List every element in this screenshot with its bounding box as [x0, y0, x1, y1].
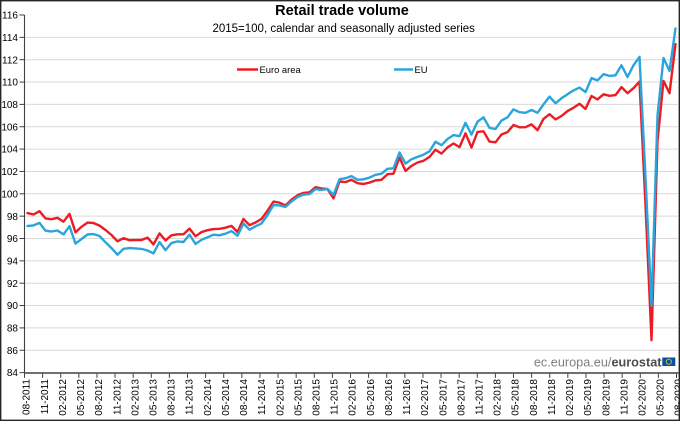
- svg-text:116: 116: [2, 11, 18, 22]
- svg-text:08-2015: 08-2015: [311, 379, 322, 416]
- svg-text:106: 106: [1, 122, 18, 133]
- svg-text:88: 88: [7, 324, 19, 335]
- svg-text:94: 94: [7, 256, 19, 267]
- svg-text:05-2015: 05-2015: [293, 379, 304, 416]
- svg-text:2015=100, calendar and seasona: 2015=100, calendar and seasonally adjust…: [212, 23, 475, 35]
- svg-text:11-2019: 11-2019: [619, 379, 630, 415]
- svg-text:11-2016: 11-2016: [402, 379, 413, 415]
- svg-text:11-2018: 11-2018: [547, 379, 558, 415]
- svg-text:90: 90: [7, 301, 19, 312]
- svg-text:11-2014: 11-2014: [257, 379, 268, 415]
- svg-text:11-2012: 11-2012: [112, 379, 123, 415]
- svg-text:08-2013: 08-2013: [167, 379, 178, 416]
- svg-text:ec.europa.eu/eurostat: ec.europa.eu/eurostat: [534, 355, 662, 369]
- svg-text:92: 92: [7, 279, 19, 290]
- svg-text:05-2018: 05-2018: [511, 379, 522, 416]
- svg-text:11-2017: 11-2017: [474, 379, 485, 415]
- svg-text:86: 86: [7, 346, 19, 357]
- svg-text:08-2019: 08-2019: [601, 379, 612, 416]
- svg-text:11-2013: 11-2013: [185, 379, 196, 415]
- svg-text:102: 102: [1, 167, 18, 178]
- svg-text:08-2012: 08-2012: [94, 379, 105, 416]
- svg-text:05-2013: 05-2013: [148, 379, 159, 416]
- svg-text:112: 112: [2, 55, 18, 66]
- svg-text:08-2011: 08-2011: [22, 379, 33, 415]
- svg-text:08-2017: 08-2017: [456, 379, 467, 416]
- svg-text:05-2016: 05-2016: [366, 379, 377, 416]
- svg-text:Retail trade volume: Retail trade volume: [275, 3, 409, 19]
- svg-text:02-2015: 02-2015: [275, 379, 286, 416]
- svg-text:11-2011: 11-2011: [40, 379, 51, 415]
- svg-text:96: 96: [7, 234, 19, 245]
- svg-text:08-2014: 08-2014: [239, 379, 250, 416]
- svg-text:108: 108: [1, 100, 18, 111]
- svg-text:02-2012: 02-2012: [58, 379, 69, 416]
- svg-text:05-2014: 05-2014: [221, 379, 232, 416]
- svg-text:98: 98: [7, 212, 19, 223]
- svg-text:02-2014: 02-2014: [203, 379, 214, 416]
- svg-text:02-2017: 02-2017: [420, 379, 431, 416]
- svg-text:104: 104: [1, 145, 18, 156]
- svg-text:08-2018: 08-2018: [529, 379, 540, 416]
- svg-text:02-2019: 02-2019: [565, 379, 576, 416]
- svg-text:02-2018: 02-2018: [493, 379, 504, 416]
- svg-text:08-2020: 08-2020: [674, 379, 680, 416]
- svg-text:Euro area: Euro area: [260, 64, 302, 75]
- svg-text:05-2020: 05-2020: [656, 379, 667, 416]
- svg-text:02-2020: 02-2020: [637, 379, 648, 416]
- svg-text:100: 100: [1, 189, 18, 200]
- svg-text:02-2016: 02-2016: [348, 379, 359, 416]
- svg-text:EU: EU: [415, 64, 428, 75]
- svg-text:11-2015: 11-2015: [330, 379, 341, 415]
- svg-text:05-2019: 05-2019: [583, 379, 594, 416]
- svg-text:08-2016: 08-2016: [384, 379, 395, 416]
- svg-text:84: 84: [7, 368, 19, 379]
- svg-text:05-2012: 05-2012: [76, 379, 87, 416]
- svg-text:02-2013: 02-2013: [130, 379, 141, 416]
- svg-text:110: 110: [2, 78, 18, 89]
- svg-text:114: 114: [2, 33, 18, 44]
- svg-text:05-2017: 05-2017: [438, 379, 449, 416]
